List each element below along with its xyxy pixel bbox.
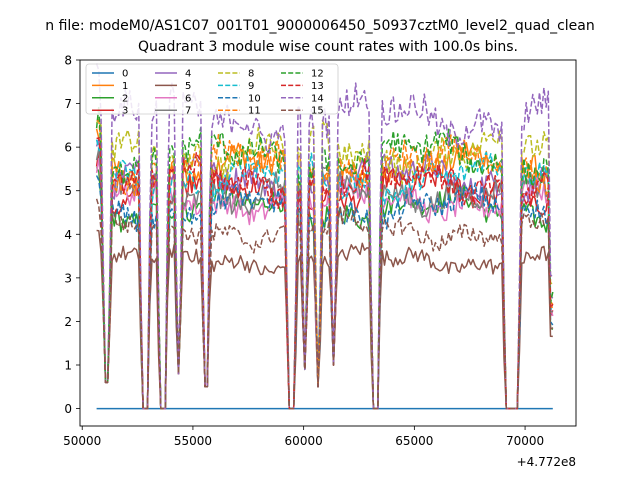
x-offset-label: +4.772e8	[517, 455, 576, 469]
legend-label-5: 5	[185, 81, 191, 92]
plot-frame	[79, 59, 577, 427]
y-tick-label: 7	[64, 97, 72, 111]
y-tick-label: 4	[64, 228, 72, 242]
series-line-5	[96, 229, 553, 410]
series-line-12	[95, 105, 554, 410]
legend-label-14: 14	[311, 93, 324, 104]
x-tick-label: 60000	[285, 434, 323, 448]
series-line-13	[96, 137, 554, 410]
legend-label-8: 8	[248, 69, 254, 80]
legend-label-4: 4	[185, 69, 191, 80]
y-tick-label: 1	[64, 359, 72, 373]
legend-label-1: 1	[122, 81, 128, 92]
legend-label-3: 3	[122, 106, 128, 117]
y-tick-label: 0	[64, 402, 72, 416]
y-tick-label: 8	[64, 54, 72, 68]
legend-label-12: 12	[311, 69, 324, 80]
y-tick-label: 3	[64, 271, 72, 285]
series-line-15	[95, 198, 554, 410]
series-line-11	[96, 119, 554, 410]
x-tick-label: 65000	[395, 434, 433, 448]
legend-label-15: 15	[311, 106, 324, 117]
legend-label-2: 2	[122, 93, 128, 104]
x-tick-label: 55000	[174, 434, 212, 448]
y-tick-label: 6	[64, 141, 72, 155]
legend-label-9: 9	[248, 81, 254, 92]
series-line-14	[95, 63, 554, 410]
legend-label-13: 13	[311, 81, 324, 92]
legend-label-6: 6	[185, 93, 191, 104]
chart-title: Quadrant 3 module wise count rates with …	[138, 39, 518, 55]
y-tick-label: 5	[64, 184, 72, 198]
legend-label-10: 10	[248, 93, 261, 104]
series-line-7	[95, 147, 553, 410]
series-group	[95, 63, 554, 410]
chart-suptitle: n file: modeM0/AS1C07_001T01_9000006450_…	[45, 18, 594, 34]
legend-box	[85, 63, 339, 115]
series-line-9	[95, 139, 553, 410]
legend-label-7: 7	[185, 106, 191, 117]
x-tick-label: 70000	[506, 434, 544, 448]
x-tick-label: 50000	[63, 434, 101, 448]
y-tick-label: 2	[64, 315, 72, 329]
legend-label-11: 11	[248, 106, 261, 117]
legend-label-0: 0	[122, 69, 128, 80]
